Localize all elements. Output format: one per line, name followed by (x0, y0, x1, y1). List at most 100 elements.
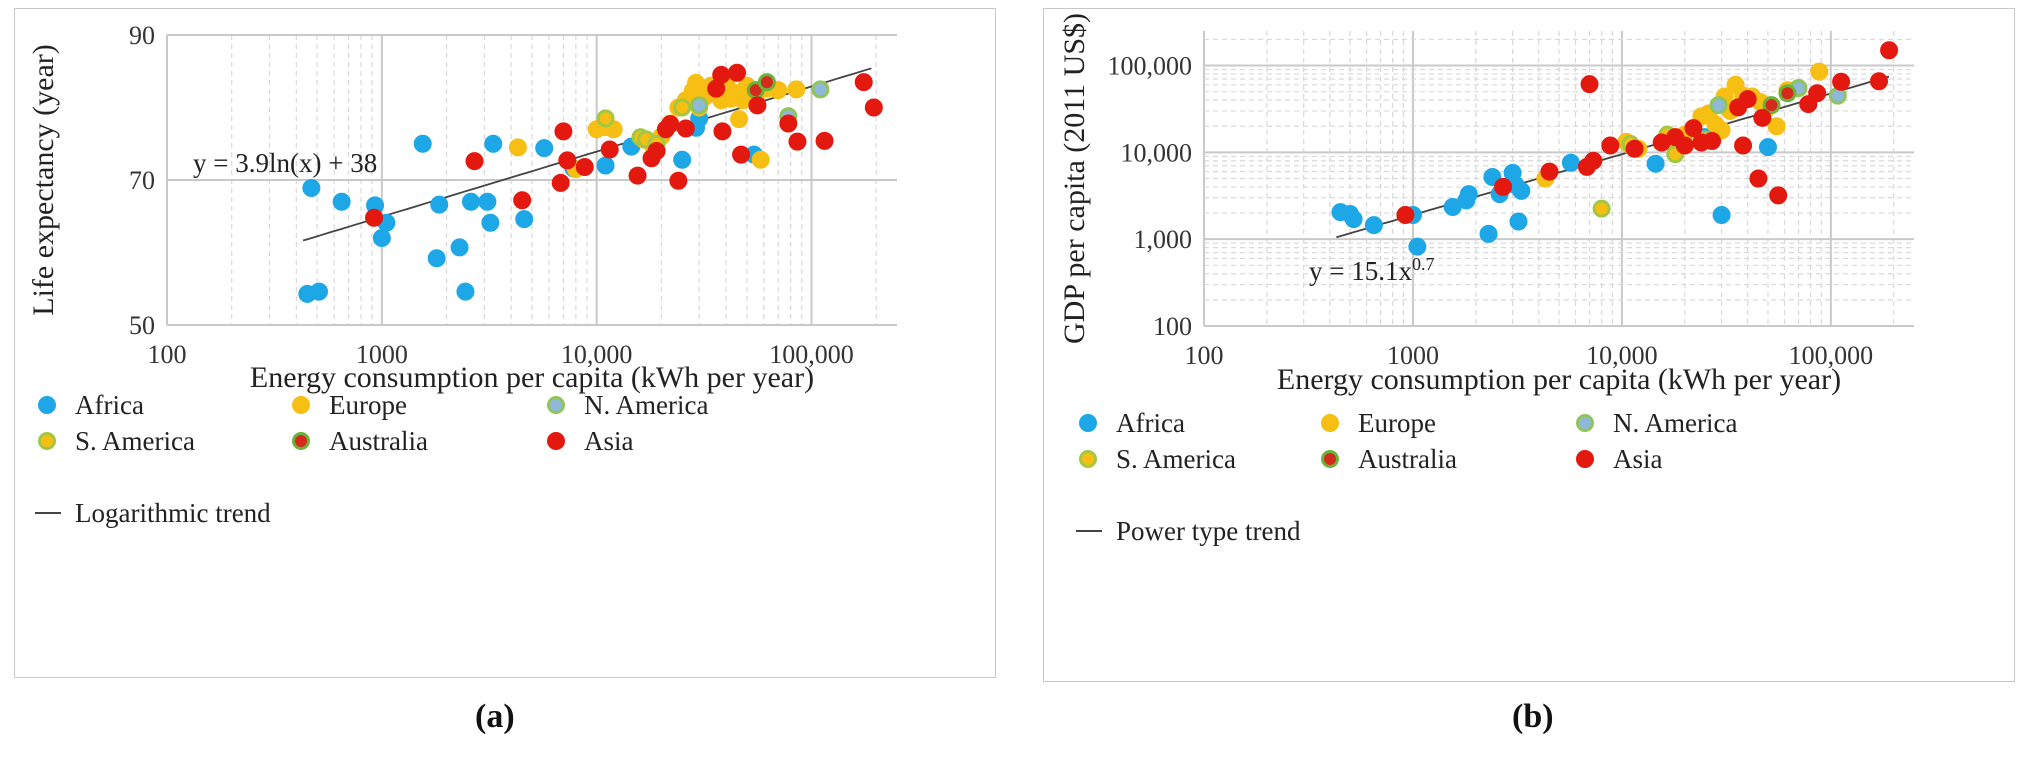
legend-marker-n-america (547, 396, 565, 414)
data-point-asia (1753, 108, 1772, 127)
data-point-africa (1479, 224, 1498, 243)
data-point-asia (1684, 119, 1703, 138)
chart-panel-b: 100 1000 10,000 100,000 100 1,000 10,000 100,00… (1043, 8, 2015, 682)
data-point-asia (732, 145, 751, 164)
data-point-africa (478, 192, 497, 211)
x-tick-label: 1000 (1387, 341, 1439, 370)
trend-equation: y = 3.9ln(x) + 38 (193, 148, 377, 178)
data-points-b (1331, 41, 1899, 256)
data-point-asia (854, 73, 873, 92)
legend-marker-europe (292, 396, 310, 414)
legend-marker-n-america (1576, 414, 1594, 432)
data-point-africa (596, 156, 615, 175)
data-point-africa (515, 210, 534, 229)
data-point-africa (673, 150, 692, 169)
data-point-australia (757, 73, 776, 92)
data-point-asia (1769, 186, 1788, 205)
data-point-europe (1810, 62, 1829, 81)
data-point-africa (1758, 138, 1777, 157)
data-point-europe (1767, 117, 1786, 136)
data-point-africa (461, 192, 480, 211)
x-axis-label: Energy consumption per capita (kWh per y… (1277, 363, 1841, 396)
caption-b: (b) (1512, 698, 1554, 735)
x-tick-label: 100 (1185, 341, 1224, 370)
data-point-asia (815, 131, 834, 150)
data-point-asia (1832, 72, 1851, 91)
data-point-europe (730, 110, 749, 129)
legend-marker-australia (1321, 450, 1339, 468)
data-point-africa (310, 282, 329, 301)
x-tick-label: 100 (148, 340, 187, 369)
legend-label: Africa (1116, 408, 1185, 438)
legend-trend-label: Logarithmic trend (75, 498, 271, 528)
legend-b: Africa Europe N. America S. America Australi… (1076, 408, 1737, 546)
chart-panel-a: 100 1000 10,000 100,000 50 70 90 Energy consump… (14, 8, 996, 678)
trend-equation-base: y = 15.1x (1309, 256, 1412, 286)
data-point-africa (1364, 216, 1383, 235)
scatter-plot-b: 100 1000 10,000 100,000 100 1,000 10,000 100,00… (1058, 13, 1914, 546)
legend-marker-africa (1079, 414, 1097, 432)
x-tick-label: 1000 (356, 340, 408, 369)
data-point-africa (481, 213, 500, 232)
data-point-australia (1778, 84, 1797, 103)
caption-a: (a) (475, 698, 515, 735)
x-axis-label: Energy consumption per capita (kWh per y… (250, 361, 814, 394)
data-point-asia (465, 152, 484, 171)
data-point-asia (788, 132, 807, 151)
y-tick-label: 50 (129, 311, 155, 340)
trend-equation-exponent: 0.7 (1412, 254, 1435, 274)
legend-marker-s-america (1079, 450, 1097, 468)
data-point-asia (600, 140, 619, 159)
data-point-asia (728, 63, 747, 82)
data-point-asia (1494, 177, 1513, 196)
legend-label: Australia (329, 426, 428, 456)
data-point-europe (687, 73, 706, 92)
data-point-africa (413, 134, 432, 153)
data-point-asia (712, 65, 731, 84)
data-point-asia (1584, 151, 1603, 170)
data-point-asia (1396, 205, 1415, 224)
data-point-asia (1675, 136, 1694, 155)
data-point-europe (1712, 121, 1731, 140)
data-point-asia (748, 96, 767, 115)
scatter-plot-a: 100 1000 10,000 100,000 50 70 90 Energy consump… (27, 21, 897, 528)
y-tick-label: 100,000 (1108, 52, 1193, 81)
trend-equation: y = 15.1x0.7 (1309, 254, 1434, 286)
data-point-africa (1344, 210, 1363, 229)
y-tick-label: 1,000 (1134, 225, 1193, 254)
trend-line (1336, 75, 1890, 239)
legend-label: Europe (1358, 408, 1436, 438)
x-tick-label: 100,000 (769, 340, 854, 369)
data-point-europe (787, 80, 806, 99)
data-point-europe (751, 150, 770, 169)
y-axis-label: Life expectancy (year) (27, 44, 60, 315)
data-point-asia (1870, 72, 1889, 91)
data-point-asia (1738, 90, 1757, 109)
data-point-africa (1512, 181, 1531, 200)
legend-label: Asia (584, 426, 634, 456)
legend-marker-africa (38, 396, 56, 414)
data-point-africa (372, 229, 391, 247)
data-point-asia (554, 122, 573, 141)
legend-label: Europe (329, 390, 407, 420)
data-point-africa (450, 238, 469, 257)
y-axis-label: GDP per capita (2011 US$) (1058, 13, 1091, 344)
data-point-s-america (673, 98, 692, 117)
gridlines-b (1203, 31, 1914, 327)
data-point-africa (1509, 212, 1528, 231)
data-point-asia (1703, 132, 1722, 151)
data-point-africa (535, 139, 554, 158)
data-point-asia (575, 157, 594, 176)
data-point-asia (1601, 136, 1620, 155)
data-point-asia (1540, 162, 1559, 181)
legend-label: Africa (75, 390, 144, 420)
data-point-asia (1808, 84, 1827, 103)
legend-marker-asia (1576, 450, 1594, 468)
data-point-africa (484, 134, 503, 153)
data-point-asia (676, 119, 695, 138)
legend-label: N. America (1613, 408, 1737, 438)
data-point-africa (456, 282, 475, 301)
legend-label: S. America (1116, 444, 1236, 474)
legend-label: S. America (75, 426, 195, 456)
legend-label: Asia (1613, 444, 1663, 474)
